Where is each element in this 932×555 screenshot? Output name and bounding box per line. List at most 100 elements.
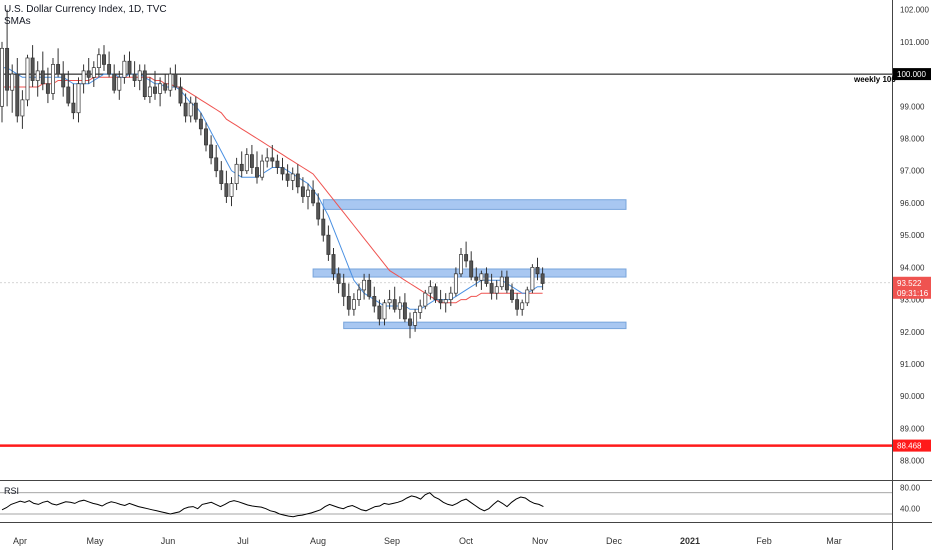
candle-body [321, 218, 326, 236]
candle-body [20, 99, 25, 117]
candle-body [188, 102, 193, 117]
candle-body [163, 83, 168, 91]
y-tick-label: 96.000 [900, 199, 925, 208]
candle-body [489, 283, 494, 294]
key-level-badge [893, 439, 931, 452]
price-badge-text: 93.522 [897, 279, 922, 288]
candle-body [71, 102, 76, 114]
zone-lower [343, 321, 627, 330]
candle-body [484, 273, 489, 284]
candle-body [168, 73, 173, 91]
candle-body [341, 283, 346, 297]
candle-body [494, 286, 499, 294]
x-month-label: May [86, 536, 104, 546]
candle-body [112, 73, 117, 91]
candle-body [35, 70, 40, 81]
weekly-100-badge [893, 68, 931, 81]
y-tick-label: 88.000 [900, 457, 925, 466]
candle-body [453, 273, 458, 294]
candle-body [244, 154, 249, 172]
candle-body [433, 286, 438, 300]
candle-body [464, 254, 469, 262]
candle-body [173, 73, 178, 88]
candle-body [66, 86, 71, 104]
candle-body [423, 292, 428, 307]
candle-body [510, 289, 514, 300]
rsi-tick-label: 80.00 [900, 483, 921, 492]
x-month-label: Mar [826, 536, 842, 546]
x-month-label: Sep [384, 536, 400, 546]
candle-body [280, 167, 285, 175]
candle-body [40, 70, 45, 85]
x-month-label: Aug [310, 536, 326, 546]
y-tick-label: 94.000 [900, 263, 925, 272]
indicator-label: SMAs [4, 16, 31, 27]
candle-body [137, 70, 142, 81]
candle-body [56, 64, 61, 75]
candle-body [530, 267, 535, 291]
x-month-label: 2021 [680, 536, 700, 546]
candle-body [311, 189, 316, 204]
rsi-tick-label: 40.00 [900, 505, 921, 514]
y-tick-label: 98.000 [900, 135, 925, 144]
candle-body [377, 305, 382, 320]
candle-body [285, 173, 290, 181]
candle-body [351, 299, 356, 310]
candle-body [214, 157, 219, 172]
y-tick-label: 90.000 [900, 392, 925, 401]
y-tick-label: 93.000 [900, 296, 925, 305]
candle-body [443, 299, 448, 304]
candle-body [413, 312, 418, 326]
candle-body [372, 296, 377, 307]
candle-body [229, 183, 234, 197]
candle-body [127, 60, 132, 75]
candle-body [25, 57, 30, 101]
x-month-label: Nov [532, 536, 549, 546]
y-tick-label: 92.000 [900, 328, 925, 337]
x-month-label: Feb [756, 536, 772, 546]
candle-body [362, 279, 367, 291]
candle-body [387, 299, 392, 304]
candle-body [346, 296, 351, 310]
candle-body [392, 299, 397, 310]
candle-body [290, 173, 295, 181]
candle-body [300, 186, 305, 197]
candle-body [193, 102, 198, 120]
candle-body [239, 163, 244, 172]
candle-body [326, 234, 331, 255]
y-tick-label: 95.000 [900, 231, 925, 240]
y-tick-label: 101.000 [900, 38, 929, 47]
candle-body [438, 299, 443, 304]
candle-body [520, 302, 525, 310]
x-month-label: Apr [13, 536, 27, 546]
candle-body [158, 83, 163, 94]
candle-body [132, 73, 137, 81]
candle-body [270, 157, 275, 162]
candle-body [515, 299, 520, 310]
rsi-label: RSI [4, 486, 20, 496]
x-month-label: Oct [459, 536, 474, 546]
y-tick-label: 97.000 [900, 167, 925, 176]
candle-body [117, 76, 122, 91]
candle-body [336, 273, 341, 284]
candle-body [209, 144, 214, 159]
candle-body [142, 70, 147, 97]
candle-body [30, 57, 35, 81]
candle-body [178, 86, 183, 104]
candle-body [408, 318, 412, 326]
candle-body [448, 292, 453, 300]
candle-body [428, 286, 433, 294]
candle-body [107, 64, 112, 75]
candle-body [102, 54, 106, 65]
candle-body [540, 273, 545, 284]
candle-body [504, 276, 509, 291]
chart-title: U.S. Dollar Currency Index, 1D, TVC [4, 4, 167, 15]
y-tick-label: 99.000 [900, 102, 925, 111]
candle-body [15, 73, 20, 117]
candle-body [316, 202, 321, 220]
candle-body [474, 276, 479, 281]
candle-body [367, 279, 372, 297]
candle-body [357, 289, 361, 300]
